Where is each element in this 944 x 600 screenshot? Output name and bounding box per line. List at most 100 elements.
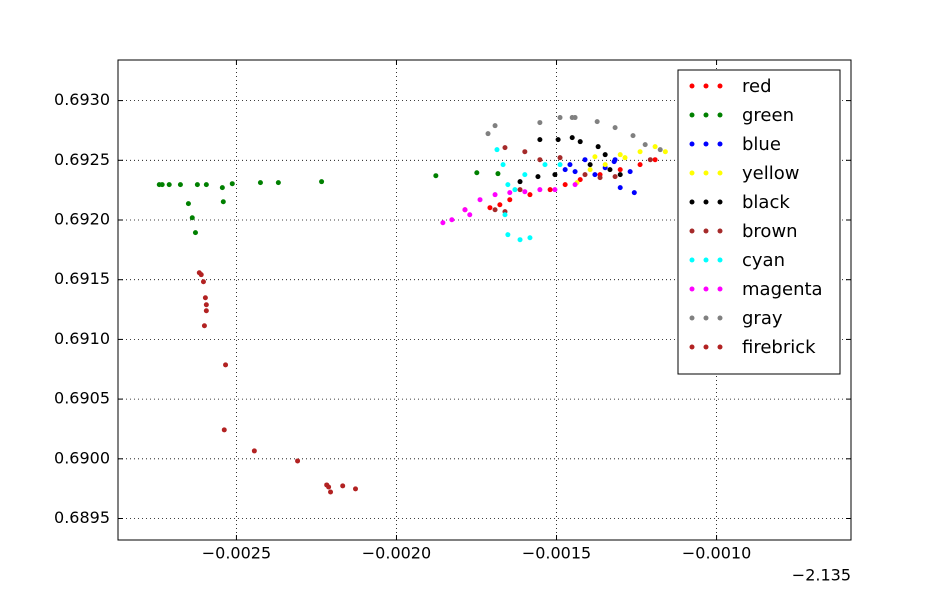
- point: [569, 135, 575, 141]
- point: [662, 149, 668, 155]
- point: [647, 157, 653, 163]
- point: [562, 182, 568, 188]
- point: [275, 180, 281, 186]
- x-tick-label: −0.0015: [522, 544, 591, 563]
- legend-marker: [717, 257, 723, 263]
- legend-marker: [703, 199, 709, 205]
- point: [557, 162, 563, 168]
- point: [637, 162, 643, 168]
- point: [449, 217, 455, 223]
- point: [637, 149, 643, 155]
- point: [537, 157, 543, 163]
- legend-label: red: [742, 76, 772, 97]
- y-tick-label: 0.6920: [54, 210, 110, 229]
- y-tick-label: 0.6910: [54, 329, 110, 348]
- x-tick-label: −0.0010: [682, 544, 751, 563]
- point: [552, 187, 558, 193]
- point: [220, 199, 226, 205]
- point: [627, 169, 633, 175]
- point: [557, 155, 563, 161]
- point: [577, 177, 583, 183]
- legend-box: [677, 69, 841, 375]
- point: [194, 182, 200, 188]
- point: [492, 207, 498, 213]
- point: [592, 154, 598, 160]
- point: [562, 167, 568, 173]
- point: [326, 484, 332, 490]
- point: [223, 362, 229, 368]
- ticks: −0.0025 −0.0020 −0.0015 −0.0010 0.6895 0.6900…: [54, 60, 851, 563]
- point: [517, 179, 523, 185]
- legend-marker: [689, 199, 695, 205]
- point: [201, 323, 207, 329]
- legend-label: magenta: [742, 279, 823, 300]
- point: [652, 144, 658, 150]
- point: [567, 162, 573, 168]
- point: [440, 220, 446, 226]
- point: [630, 133, 636, 139]
- point: [189, 215, 195, 221]
- point: [597, 175, 603, 181]
- legend-label: black: [742, 192, 790, 213]
- point: [522, 149, 528, 155]
- point: [507, 190, 513, 196]
- point: [203, 302, 209, 308]
- point: [500, 162, 506, 168]
- point: [552, 172, 558, 178]
- point: [602, 162, 608, 168]
- legend-label: yellow: [742, 163, 799, 184]
- point: [477, 197, 483, 203]
- point: [617, 152, 623, 158]
- point: [642, 142, 648, 148]
- legend: red green blue yellow black brown cyan magenta g…: [677, 69, 841, 375]
- legend-label: blue: [742, 134, 781, 155]
- point: [192, 230, 198, 236]
- point: [595, 144, 601, 150]
- legend-marker: [689, 228, 695, 234]
- legend-label: cyan: [742, 250, 785, 271]
- point: [537, 137, 543, 143]
- legend-label: brown: [742, 221, 798, 242]
- point: [612, 174, 618, 180]
- point: [497, 202, 503, 208]
- point: [587, 167, 593, 173]
- legend-marker: [717, 315, 723, 321]
- point: [295, 458, 301, 464]
- point: [198, 272, 204, 278]
- point: [572, 169, 578, 175]
- legend-marker: [703, 286, 709, 292]
- point: [527, 235, 533, 241]
- legend-marker: [689, 170, 695, 176]
- point: [229, 181, 235, 187]
- point: [485, 131, 491, 137]
- point: [340, 483, 346, 489]
- legend-marker: [703, 83, 709, 89]
- legend-marker: [689, 286, 695, 292]
- point: [517, 187, 523, 193]
- point: [592, 172, 598, 178]
- point: [219, 185, 225, 191]
- point: [555, 137, 561, 143]
- point: [572, 182, 578, 188]
- point: [611, 159, 617, 165]
- point: [535, 174, 541, 180]
- point: [495, 171, 501, 177]
- point: [577, 139, 583, 145]
- legend-label: firebrick: [742, 337, 816, 358]
- points: [156, 115, 668, 495]
- legend-marker: [689, 112, 695, 118]
- point: [582, 172, 588, 178]
- point: [203, 182, 209, 188]
- y-tick-label: 0.6925: [54, 150, 110, 169]
- point: [319, 179, 325, 185]
- point: [652, 157, 658, 163]
- legend-marker: [689, 315, 695, 321]
- point: [200, 279, 206, 285]
- point: [631, 190, 637, 196]
- point: [202, 295, 208, 301]
- point: [602, 152, 608, 158]
- point: [505, 232, 511, 238]
- plot-frame: [117, 59, 852, 541]
- point: [607, 167, 613, 173]
